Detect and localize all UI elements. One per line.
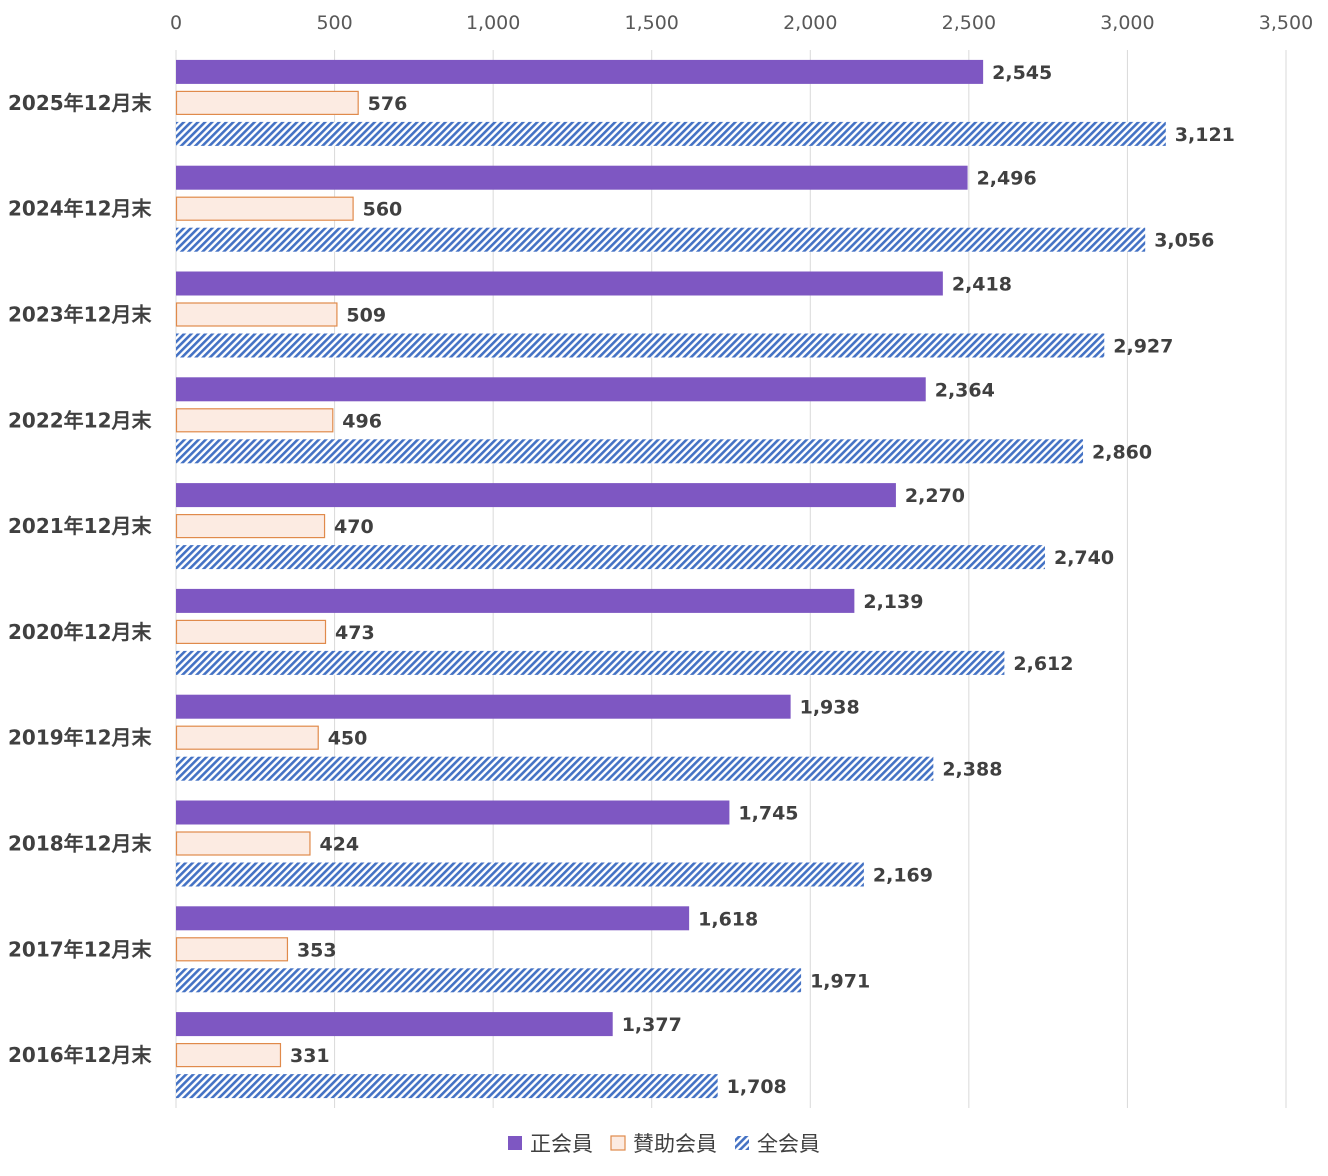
bar-3 — [176, 650, 1005, 675]
bar-3 — [176, 227, 1146, 252]
data-label: 450 — [328, 728, 368, 750]
bar-2 — [175, 90, 359, 116]
category-label: 2020年12月末 — [8, 620, 152, 644]
bar-1 — [176, 59, 984, 84]
category-label: 2023年12月末 — [8, 303, 152, 327]
x-tick-label: 2,500 — [942, 12, 996, 34]
bar-2 — [175, 302, 338, 327]
data-label: 473 — [335, 622, 375, 644]
data-label: 1,938 — [800, 697, 860, 719]
category-label: 2018年12月末 — [8, 832, 152, 856]
x-tick-label: 2,000 — [783, 12, 837, 34]
data-label: 2,364 — [935, 379, 995, 401]
bar-1 — [176, 800, 730, 825]
x-tick-label: 500 — [316, 12, 352, 34]
bar-3 — [176, 439, 1084, 464]
category-label: 2019年12月末 — [8, 726, 152, 750]
category-label: 2022年12月末 — [8, 408, 152, 432]
category-label: 2021年12月末 — [8, 514, 152, 538]
bar-1 — [176, 694, 791, 719]
x-tick-label: 3,500 — [1259, 12, 1313, 34]
x-axis-ticks: 0 500 1,000 1,500 2,000 2,500 3,000 3,500 — [170, 12, 1313, 34]
data-label: 1,971 — [810, 970, 870, 992]
data-label: 3,056 — [1154, 230, 1214, 252]
data-label: 1,745 — [738, 803, 798, 825]
bar-1 — [176, 588, 855, 613]
data-label: 2,139 — [863, 591, 923, 613]
data-label: 576 — [368, 93, 408, 115]
category-label: 2016年12月末 — [8, 1043, 152, 1067]
data-label: 2,496 — [977, 168, 1037, 190]
data-label: 560 — [363, 199, 403, 221]
legend-label-1: 正会員 — [530, 1132, 593, 1156]
data-label: 496 — [342, 410, 382, 432]
data-label: 353 — [297, 939, 337, 961]
data-label: 331 — [290, 1045, 330, 1067]
bar-3 — [176, 968, 802, 993]
bar-2 — [175, 1042, 282, 1068]
data-label: 2,927 — [1113, 336, 1173, 358]
x-tick-label: 3,000 — [1100, 12, 1154, 34]
data-label: 2,740 — [1054, 547, 1114, 569]
bar-2 — [175, 831, 311, 856]
x-tick-label: 0 — [170, 12, 182, 34]
bar-1 — [176, 165, 968, 190]
data-label: 1,377 — [622, 1014, 682, 1036]
bar-1 — [176, 906, 690, 931]
data-label: 2,169 — [873, 865, 933, 887]
category-label: 2024年12月末 — [8, 197, 152, 221]
bar-1 — [176, 1012, 613, 1037]
data-labels: 2,545 576 3,121 2,496 560 3,056 2,418 509 2,927 2… — [290, 62, 1235, 1098]
data-label: 2,418 — [952, 274, 1012, 296]
bar-1 — [176, 483, 896, 508]
bar-2 — [175, 937, 289, 962]
bar-1 — [176, 271, 943, 296]
data-label: 1,708 — [727, 1076, 787, 1098]
legend-swatch-1 — [508, 1136, 522, 1150]
data-label: 470 — [334, 516, 374, 538]
category-label: 2025年12月末 — [8, 91, 152, 115]
data-label: 2,612 — [1013, 653, 1073, 675]
legend-swatch-2 — [610, 1135, 626, 1151]
bar-3 — [176, 862, 864, 887]
bar-2 — [175, 513, 326, 539]
bar-3 — [176, 333, 1105, 358]
legend-swatch-3 — [735, 1136, 749, 1150]
x-tick-label: 1,000 — [466, 12, 520, 34]
bar-3 — [176, 1074, 718, 1099]
data-label: 509 — [346, 305, 386, 327]
y-axis-categories: 2025年12月末 2024年12月末 2023年12月末 2022年12月末 2021… — [8, 91, 152, 1067]
data-label: 1,618 — [698, 908, 758, 930]
legend: 正会員 賛助会員 全会員 — [508, 1132, 820, 1156]
legend-label-2: 賛助会員 — [633, 1132, 717, 1156]
legend-label-3: 全会員 — [757, 1132, 820, 1156]
data-label: 2,545 — [992, 62, 1052, 84]
category-label: 2017年12月末 — [8, 937, 152, 961]
bars — [175, 59, 1166, 1099]
bar-2 — [175, 196, 354, 221]
bar-2 — [175, 619, 327, 645]
x-tick-label: 1,500 — [625, 12, 679, 34]
bar-3 — [176, 545, 1045, 570]
bar-3 — [176, 756, 934, 781]
data-label: 2,388 — [942, 759, 1002, 781]
data-label: 2,860 — [1092, 441, 1152, 463]
data-label: 2,270 — [905, 485, 965, 507]
bar-3 — [176, 121, 1166, 146]
data-label: 3,121 — [1175, 124, 1235, 146]
grid-lines — [175, 50, 1287, 1108]
bar-2 — [175, 725, 319, 750]
data-label: 424 — [319, 834, 359, 856]
bar-1 — [176, 377, 926, 402]
bar-2 — [175, 408, 334, 433]
